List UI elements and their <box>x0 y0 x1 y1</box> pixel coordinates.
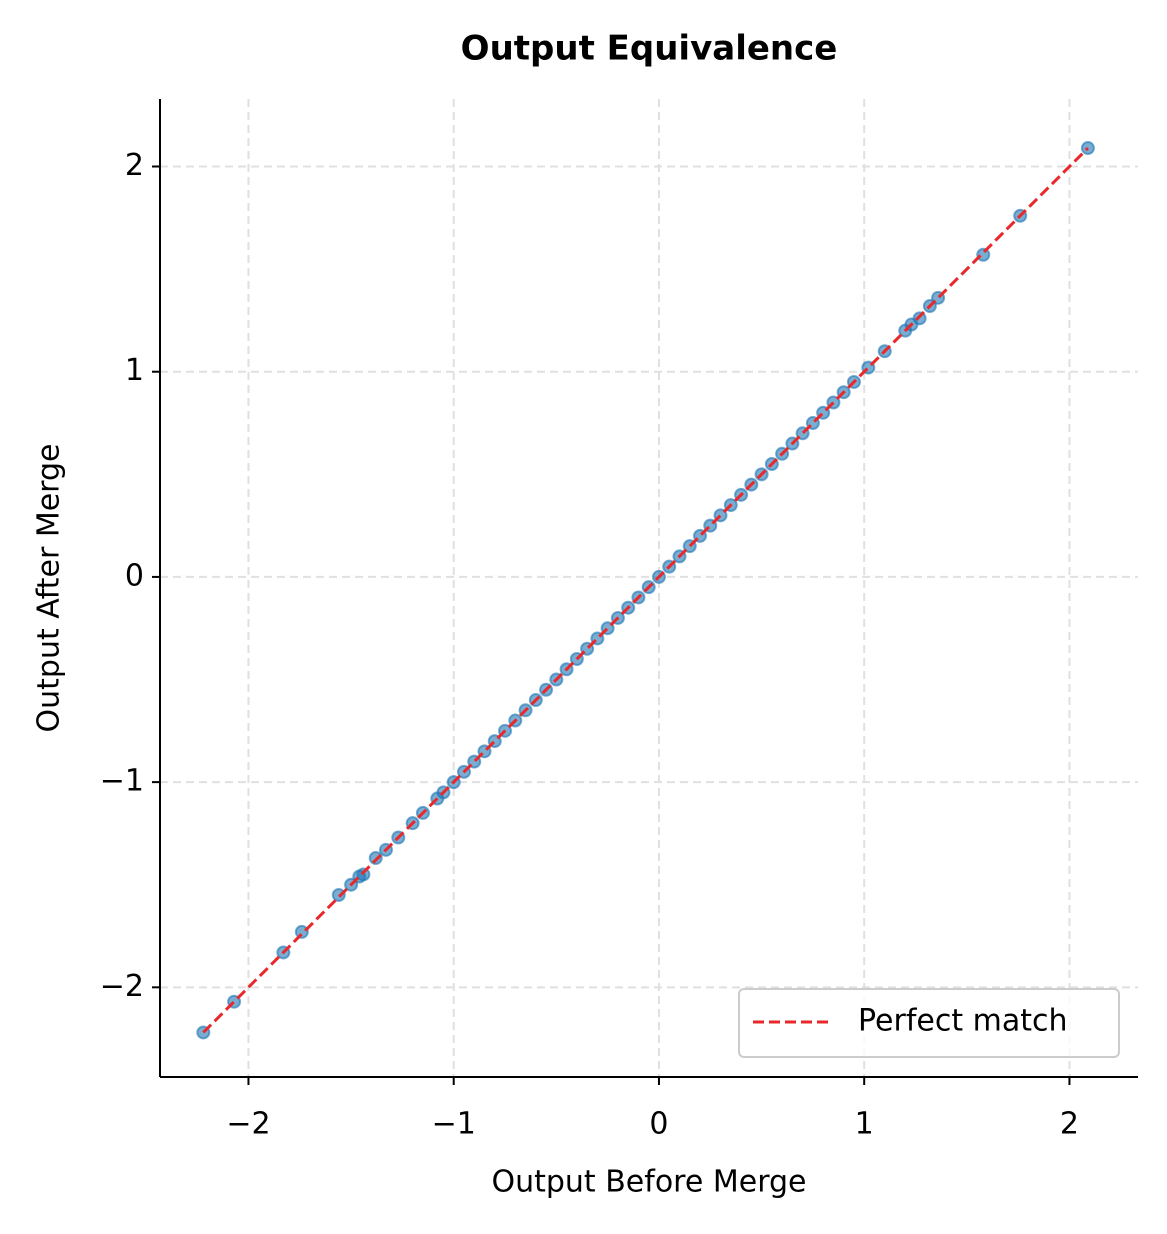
point <box>1080 141 1095 156</box>
x-tick-label: −1 <box>432 1107 476 1142</box>
x-tick-label: 2 <box>1060 1107 1079 1142</box>
y-tick-label: −2 <box>100 969 144 1004</box>
legend-box <box>738 988 1120 1058</box>
y-tick-label: 0 <box>125 558 144 593</box>
y-tick-label: −1 <box>100 764 144 799</box>
x-axis-label: Output Before Merge <box>491 1165 806 1200</box>
y-tick-label: 1 <box>125 353 144 388</box>
x-tick-label: 1 <box>855 1107 874 1142</box>
y-tick-label: 2 <box>125 148 144 183</box>
legend-label: Perfect match <box>858 1004 1068 1039</box>
x-tick-label: −2 <box>226 1107 270 1142</box>
x-tick-label: 0 <box>649 1107 668 1142</box>
y-axis-label: Output After Merge <box>32 444 67 733</box>
chart-title: Output Equivalence <box>461 29 838 69</box>
reference-line <box>202 146 1089 1034</box>
